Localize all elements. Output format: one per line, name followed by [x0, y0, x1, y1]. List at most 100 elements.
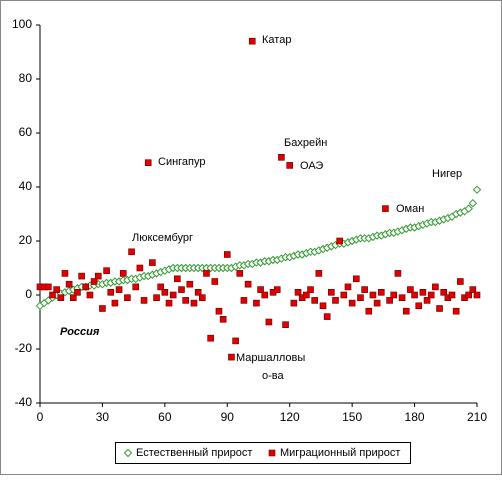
- legend-marker: [268, 449, 276, 457]
- annotation: Бахрейн: [284, 137, 327, 149]
- point: [153, 294, 160, 302]
- y-tick-label: 80: [19, 71, 33, 85]
- point: [286, 162, 294, 169]
- point: [74, 288, 81, 296]
- y-tick-label: -40: [15, 395, 33, 409]
- point: [307, 286, 314, 293]
- point: [144, 159, 152, 166]
- point: [215, 307, 223, 315]
- point: [373, 299, 381, 307]
- x-tick-label: 90: [221, 410, 235, 424]
- point: [194, 288, 202, 296]
- point: [315, 270, 323, 277]
- point: [99, 305, 106, 312]
- point: [419, 288, 427, 296]
- legend-label: Естественный прирост: [136, 447, 252, 459]
- x-tick-label: 30: [96, 410, 110, 424]
- point: [311, 297, 318, 304]
- point: [402, 307, 410, 315]
- point: [427, 291, 435, 299]
- point: [253, 299, 260, 307]
- point: [223, 251, 231, 258]
- point: [115, 286, 123, 293]
- point: [199, 294, 206, 302]
- point: [273, 286, 281, 293]
- point: [219, 315, 227, 323]
- y-tick-label: 0: [25, 287, 32, 301]
- point: [107, 288, 115, 296]
- point: [161, 288, 169, 296]
- legend-marker: [123, 448, 133, 458]
- point: [336, 237, 343, 245]
- point: [468, 198, 478, 208]
- point: [390, 291, 398, 299]
- point: [82, 283, 90, 291]
- point: [190, 299, 198, 307]
- point: [328, 288, 335, 296]
- x-tick-label: 60: [158, 410, 172, 424]
- annotation: ОАЭ: [300, 160, 323, 172]
- y-tick-label: 60: [19, 125, 33, 139]
- annotation: Нигер: [432, 168, 462, 180]
- point: [248, 37, 256, 45]
- annotation: Оман: [396, 203, 424, 215]
- annotation: Россия: [60, 326, 100, 338]
- point: [244, 280, 252, 288]
- point: [432, 283, 439, 291]
- point: [65, 280, 73, 288]
- point: [353, 275, 360, 283]
- point: [323, 313, 331, 320]
- point: [340, 291, 348, 299]
- point: [57, 294, 65, 302]
- point: [257, 286, 264, 293]
- point: [228, 353, 235, 361]
- point: [174, 275, 181, 283]
- point: [203, 270, 210, 277]
- point: [436, 305, 443, 312]
- point: [128, 248, 135, 256]
- point: [303, 291, 310, 299]
- point: [132, 283, 140, 291]
- point: [464, 204, 473, 213]
- point: [78, 272, 85, 280]
- point: [411, 291, 418, 299]
- point: [111, 299, 119, 307]
- x-tick-label: 0: [37, 410, 44, 424]
- point: [357, 294, 364, 302]
- point: [178, 286, 185, 293]
- point: [53, 286, 60, 293]
- point: [377, 288, 385, 296]
- point: [149, 259, 156, 266]
- point: [124, 294, 131, 302]
- point: [398, 294, 406, 302]
- point: [386, 297, 393, 304]
- y-tick-label: 40: [19, 179, 33, 193]
- point: [369, 291, 377, 299]
- point: [207, 334, 214, 342]
- point: [394, 270, 402, 277]
- point: [236, 270, 244, 277]
- point: [294, 288, 302, 296]
- point: [278, 154, 285, 161]
- point: [448, 291, 456, 299]
- point: [423, 297, 431, 304]
- point: [136, 264, 144, 272]
- point: [344, 283, 352, 291]
- point: [169, 291, 177, 299]
- point: [49, 291, 56, 299]
- point: [382, 205, 389, 212]
- point: [140, 297, 148, 304]
- annotation: Маршалловы: [236, 352, 305, 364]
- point: [440, 288, 448, 296]
- x-tick-label: 120: [280, 410, 300, 424]
- point: [457, 278, 464, 285]
- annotation: Катар: [262, 34, 291, 46]
- annotation: Сингапур: [158, 156, 206, 168]
- legend-label: Миграционный прирост: [280, 447, 400, 459]
- x-tick-label: 150: [342, 410, 362, 424]
- point: [211, 278, 219, 285]
- x-tick-label: 210: [467, 410, 487, 424]
- point: [472, 185, 482, 194]
